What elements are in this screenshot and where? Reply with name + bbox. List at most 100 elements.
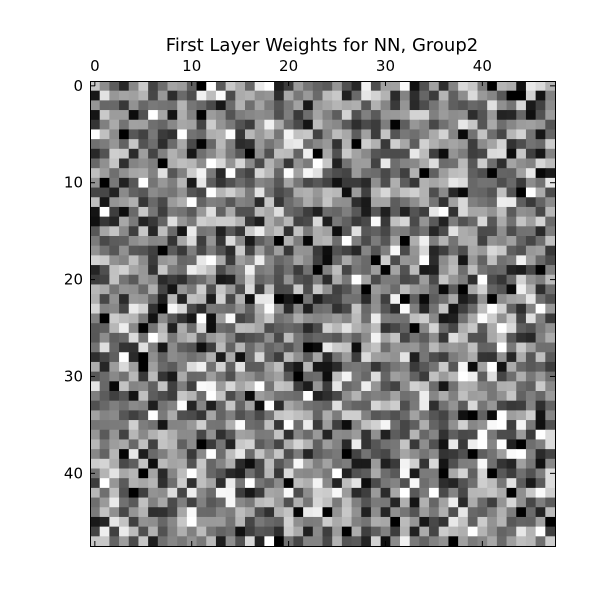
heatmap-cell: [400, 478, 411, 489]
heatmap-cell: [312, 90, 323, 101]
heatmap-cell: [283, 352, 294, 363]
heatmap-cell: [429, 168, 440, 179]
heatmap-cell: [400, 497, 411, 508]
heatmap-cell: [245, 429, 256, 440]
heatmap-cell: [419, 81, 430, 92]
heatmap-cell: [400, 206, 411, 218]
heatmap-cell: [274, 90, 285, 101]
heatmap-cell: [419, 284, 430, 295]
heatmap-cell: [390, 468, 401, 479]
heatmap-cell: [390, 129, 401, 140]
y-tick-label: 30: [64, 367, 83, 385]
heatmap-cell: [429, 507, 440, 518]
heatmap-cell: [99, 429, 110, 440]
heatmap-cell: [448, 265, 459, 276]
heatmap-cell: [245, 439, 256, 450]
heatmap-cell: [458, 381, 469, 392]
heatmap-cell: [322, 197, 333, 208]
heatmap-cell: [157, 90, 168, 101]
heatmap-cell: [293, 478, 304, 489]
heatmap-cell: [525, 507, 537, 518]
heatmap-cell: [312, 352, 323, 363]
heatmap-cell: [332, 371, 343, 382]
heatmap-cell: [196, 536, 207, 547]
heatmap-cell: [438, 429, 449, 440]
heatmap-cell: [264, 255, 275, 266]
heatmap-cell: [312, 81, 323, 92]
heatmap-cell: [109, 197, 120, 208]
heatmap-cell: [341, 371, 352, 382]
heatmap-cell: [274, 478, 285, 489]
heatmap-cell: [545, 303, 556, 314]
heatmap-cell: [438, 449, 449, 460]
heatmap-cell: [109, 206, 120, 218]
heatmap-cell: [215, 255, 227, 266]
heatmap-cell: [322, 371, 333, 382]
heatmap-cell: [516, 90, 527, 101]
heatmap-cell: [245, 90, 256, 101]
heatmap-cell: [206, 323, 217, 334]
heatmap-cell: [448, 497, 459, 508]
heatmap-cell: [128, 110, 139, 121]
heatmap-cell: [109, 342, 120, 353]
heatmap-cell: [438, 90, 449, 101]
heatmap-cell: [196, 236, 207, 247]
heatmap-cell: [467, 400, 478, 411]
heatmap-cell: [235, 381, 246, 392]
heatmap-cell: [312, 236, 323, 247]
heatmap-cell: [148, 323, 159, 334]
heatmap-cell: [332, 400, 343, 411]
heatmap-cell: [516, 187, 527, 198]
heatmap-cell: [206, 197, 217, 208]
heatmap-cell: [312, 303, 323, 314]
heatmap-cell: [235, 216, 246, 227]
heatmap-cell: [138, 90, 149, 101]
heatmap-cell: [351, 332, 362, 343]
heatmap-cell: [119, 313, 130, 324]
heatmap-cell: [380, 468, 391, 479]
heatmap-cell: [303, 158, 314, 169]
heatmap-cell: [283, 439, 294, 450]
heatmap-cell: [148, 391, 159, 402]
heatmap-cell: [303, 536, 314, 547]
heatmap-cell: [186, 90, 197, 101]
heatmap-cell: [390, 294, 401, 305]
heatmap-cell: [535, 148, 546, 159]
heatmap-cell: [264, 342, 275, 353]
heatmap-cell: [419, 478, 430, 489]
heatmap-cell: [303, 458, 314, 469]
heatmap-cell: [225, 216, 236, 227]
heatmap-cell: [206, 536, 217, 547]
heatmap-cell: [332, 323, 343, 334]
heatmap-cell: [196, 391, 207, 402]
heatmap-cell: [157, 507, 168, 518]
heatmap-cell: [254, 420, 265, 431]
x-tick-label: 30: [376, 57, 395, 75]
heatmap-cell: [119, 100, 130, 111]
heatmap-cell: [119, 323, 130, 334]
heatmap-cell: [390, 90, 401, 101]
heatmap-cell: [487, 352, 498, 363]
heatmap-cell: [341, 245, 352, 256]
heatmap-cell: [206, 255, 217, 266]
heatmap-cell: [196, 197, 207, 208]
heatmap-cell: [264, 148, 275, 159]
heatmap-cell: [235, 400, 246, 411]
heatmap-cell: [370, 536, 382, 547]
heatmap-cell: [274, 487, 285, 498]
heatmap-cell: [322, 265, 333, 276]
heatmap-cell: [90, 206, 101, 218]
heatmap-cell: [351, 497, 362, 508]
heatmap-cell: [448, 177, 459, 188]
heatmap-cell: [370, 129, 382, 140]
heatmap-cell: [167, 381, 178, 392]
heatmap-cell: [535, 516, 546, 528]
heatmap-cell: [429, 81, 440, 92]
heatmap-cell: [186, 303, 197, 314]
heatmap-cell: [264, 294, 275, 305]
heatmap-cell: [283, 226, 294, 237]
heatmap-cell: [312, 507, 323, 518]
heatmap-cell: [254, 478, 265, 489]
heatmap-cell: [312, 478, 323, 489]
heatmap-cell: [177, 265, 188, 276]
